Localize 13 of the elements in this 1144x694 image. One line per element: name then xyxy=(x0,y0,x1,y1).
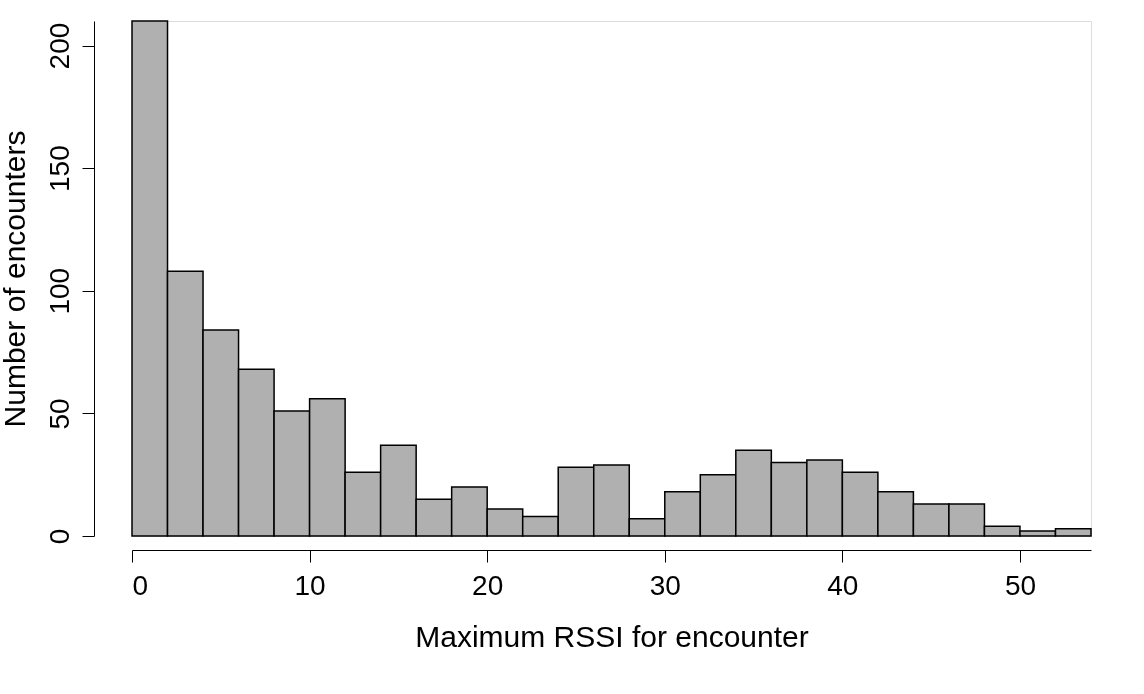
x-axis-title: Maximum RSSI for encounter xyxy=(415,619,809,653)
x-tick-label: 0 xyxy=(132,569,149,601)
x-tick-label: 50 xyxy=(1004,569,1037,601)
y-tick-label: 0 xyxy=(43,528,75,545)
y-tick-label: 150 xyxy=(43,145,75,192)
x-tick-label: 20 xyxy=(472,569,504,601)
x-tick-label: 30 xyxy=(649,569,681,601)
x-tick-label: 10 xyxy=(294,569,326,601)
y-tick-label: 50 xyxy=(43,398,75,430)
y-tick-label: 100 xyxy=(43,267,75,315)
y-tick-label: 200 xyxy=(43,22,75,70)
x-tick-label: 40 xyxy=(827,569,859,601)
y-axis-title: Number of encounters xyxy=(0,130,31,428)
